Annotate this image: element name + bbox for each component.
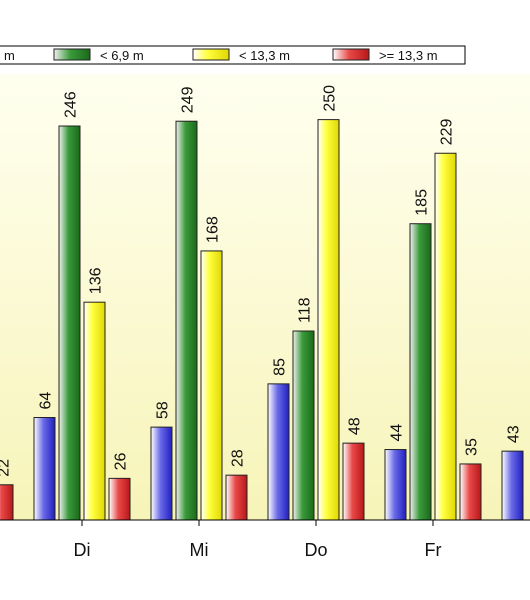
bar-green [175,120,198,521]
data-label: 249 [180,86,197,113]
data-label: 28 [230,449,247,467]
data-label: 26 [113,452,130,470]
bar-blue [384,449,407,521]
data-label: 44 [389,424,406,442]
data-label: 250 [322,85,339,112]
x-tick-label: Fr [425,540,442,560]
bar-yellow [200,250,223,521]
bar-yellow [434,152,457,521]
x-axis-ticks: Di Mi Do Fr [74,520,442,560]
legend-swatch-yellow [192,48,230,61]
bar-blue [150,426,173,521]
data-label: 48 [347,417,364,435]
legend-swatch-green [53,48,91,61]
bar-red [459,463,482,521]
bar-blue [267,383,290,521]
legend-label: m [4,48,15,63]
data-label: 168 [205,216,222,243]
bar-yellow [83,301,106,521]
legend-swatch-red [332,48,370,61]
legend: m < 6,9 m < 13,3 m >= 13,3 m [0,45,466,65]
data-label: 64 [38,392,55,410]
x-tick-label: Do [304,540,327,560]
data-label: 22 [0,459,13,477]
x-tick-label: Di [74,540,91,560]
data-label: 43 [506,425,523,443]
bar-red [342,442,365,521]
data-label: 35 [464,438,481,456]
data-label: 229 [439,118,456,145]
bar-red [108,477,131,521]
bars-group [0,119,524,521]
data-label: 246 [63,91,80,118]
data-label: 85 [272,358,289,376]
bar-yellow [317,119,340,521]
legend-label: >= 13,3 m [379,48,438,63]
bar-green [292,330,315,521]
legend-label: < 6,9 m [100,48,144,63]
x-tick-label: Mi [190,540,209,560]
legend-label: < 13,3 m [239,48,290,63]
data-labels-group: 22 64 246 136 26 58 249 168 28 85 118 250 48 44 185 229… [0,85,523,477]
data-label: 185 [414,189,431,216]
bar-blue [33,417,56,521]
bar-blue [501,450,524,521]
data-label: 136 [88,267,105,294]
bar-green [409,223,432,521]
bar-green [58,125,81,521]
bar-red [0,484,14,521]
data-label: 58 [155,401,172,419]
bar-red [225,474,248,521]
data-label: 118 [297,297,314,323]
